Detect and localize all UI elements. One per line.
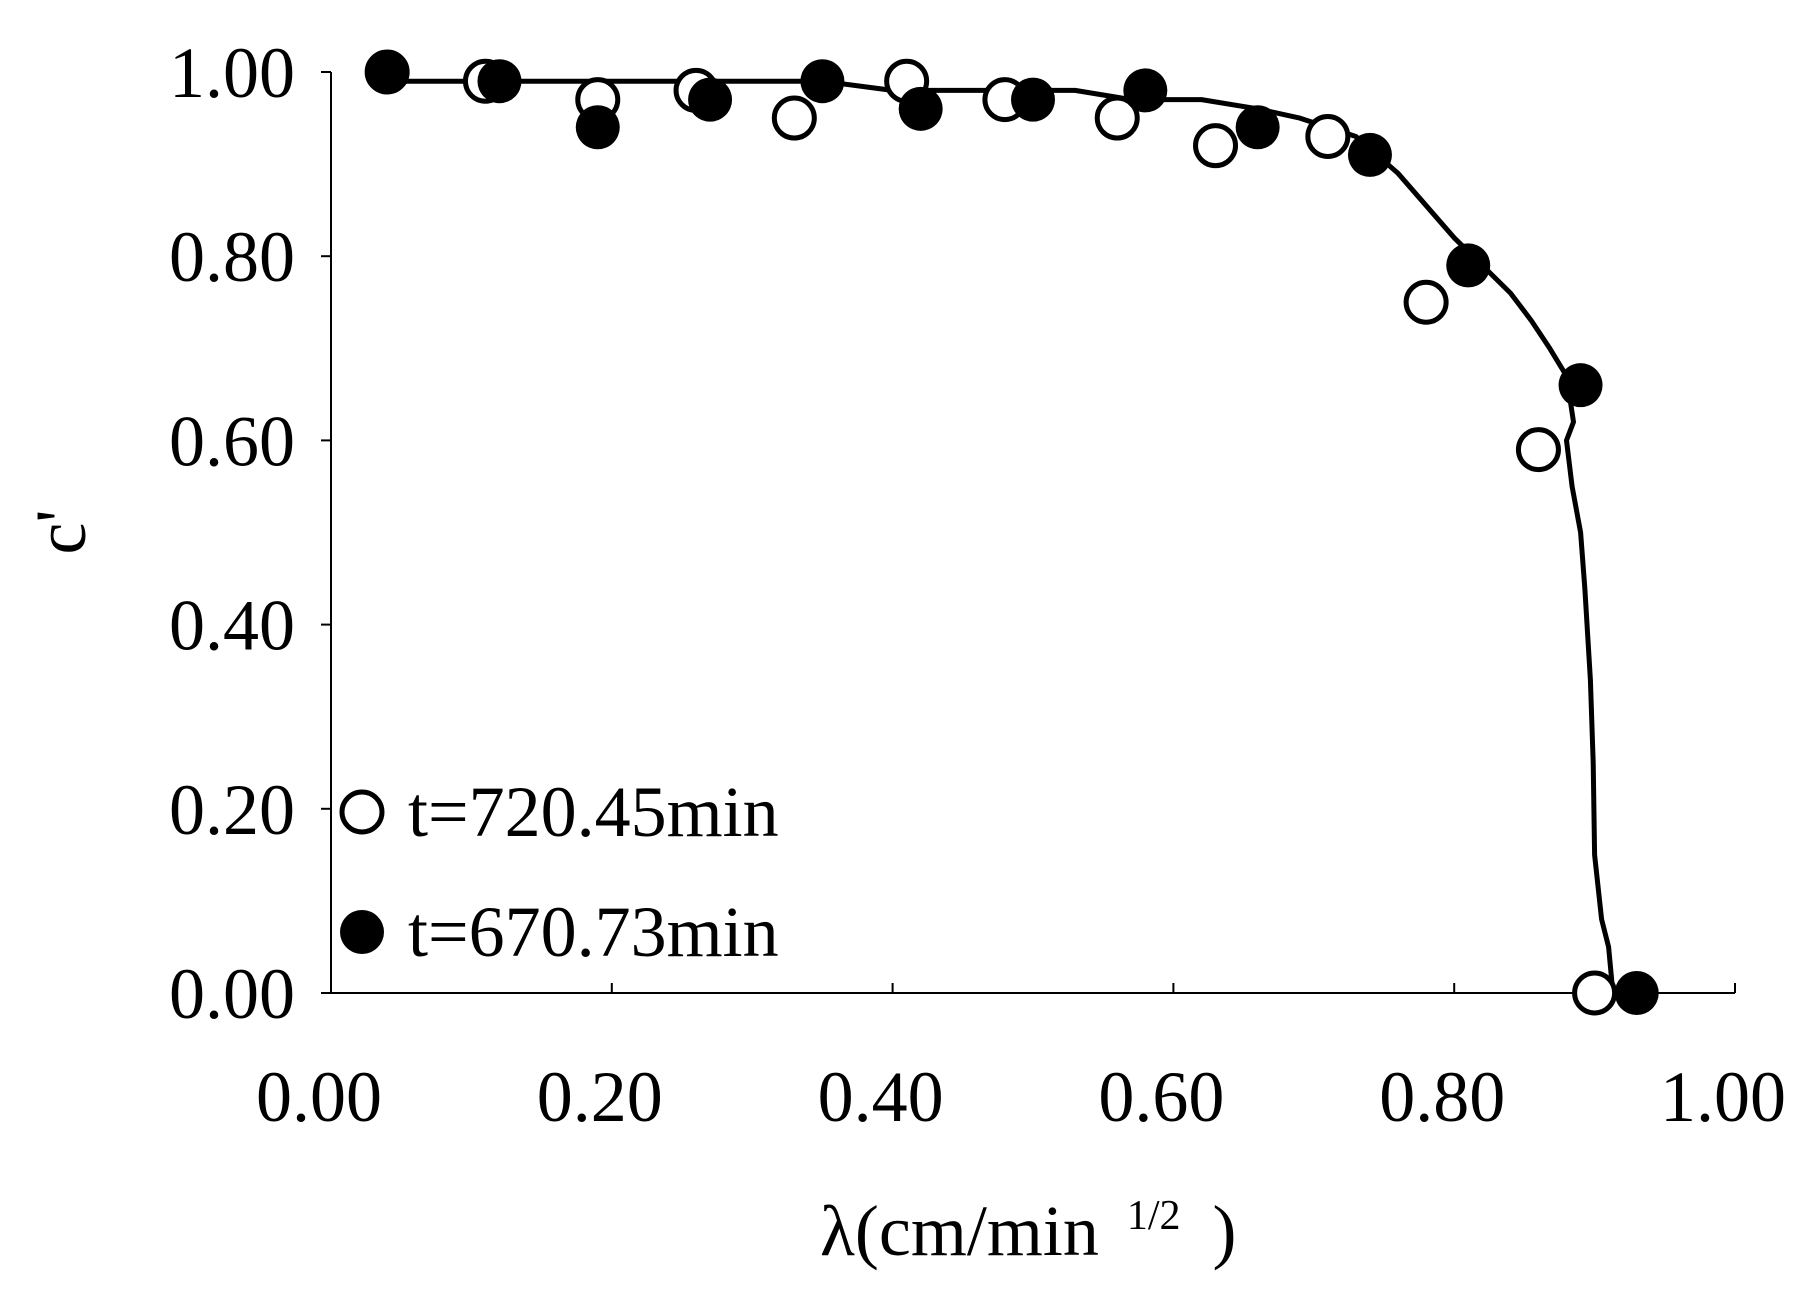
data-point-filled [365,50,410,94]
legend-marker-open-circle [339,789,385,835]
x-tick-label: 0.60 [1098,1057,1224,1137]
y-tick-label: 0.00 [169,954,295,1034]
legend-item-open: t=720.45min [339,772,779,852]
fit-curve-line [387,78,1616,994]
x-tick-label: 1.00 [1660,1057,1786,1137]
data-point-filled [477,59,522,104]
plot-area: 0.00 0.20 0.40 0.60 0.80 1.00 0.00 0.20 0.40 0.6… [169,33,1786,1137]
legend: t=720.45min t=670.73min [339,772,779,972]
data-point-open [1193,123,1239,169]
data-point-filled [800,59,845,104]
y-tick-label: 0.20 [169,770,295,850]
data-point-open [1305,113,1351,159]
data-point-filled [898,86,943,131]
legend-marker-filled-circle [340,910,384,954]
data-point-filled [575,105,620,150]
y-tick-label: 0.40 [169,586,295,666]
x-axis-title-main: λ(cm/min [820,1191,1099,1271]
y-tick-label: 1.00 [169,33,295,113]
x-axis-title-superscript: 1/2 [1127,1193,1181,1239]
data-point-open [1572,970,1618,1016]
data-point-open [1515,427,1561,473]
y-tick-label: 0.80 [169,217,295,297]
data-point-filled [1446,243,1491,288]
y-axis-ticks: 0.00 0.20 0.40 0.60 0.80 1.00 [169,33,331,1034]
data-point-open [1403,279,1449,325]
y-axis-title: c' [21,510,101,555]
data-point-filled [1614,971,1659,1015]
x-axis-title: λ(cm/min 1/2 ) [820,1165,1237,1271]
data-point-filled [1558,363,1603,408]
data-point-open [771,95,817,141]
x-tick-label: 0.80 [1379,1057,1505,1137]
data-markers [364,49,1659,1016]
data-point-filled [1235,105,1280,150]
y-tick-label: 0.60 [169,401,295,481]
legend-label-open: t=720.45min [408,772,779,852]
x-axis-ticks: 0.00 0.20 0.40 0.60 0.80 1.00 [256,983,1786,1137]
data-point-filled [1123,68,1168,113]
x-axis-title-close: ) [1213,1191,1237,1271]
legend-label-filled: t=670.73min [408,892,779,972]
data-point-open [1094,95,1140,141]
x-tick-label: 0.20 [537,1057,663,1137]
x-tick-label: 0.40 [818,1057,944,1137]
legend-item-filled: t=670.73min [340,892,779,972]
data-point-filled [1347,132,1392,177]
x-tick-label: 0.00 [256,1057,382,1137]
data-point-filled [688,77,733,122]
data-point-filled [1011,77,1055,122]
